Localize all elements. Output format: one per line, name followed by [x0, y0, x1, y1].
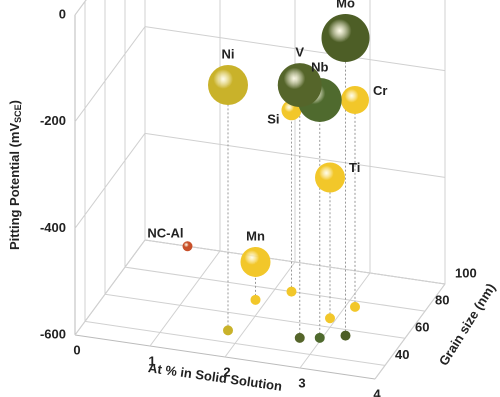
grid-line [299, 272, 371, 369]
z-tick-label: -200 [40, 113, 66, 128]
x-axis-title: At % in Solid Solution [147, 360, 283, 394]
z-tick-label: -400 [40, 220, 66, 235]
grid-line [74, 133, 146, 229]
floor-dot [314, 332, 325, 343]
z-tick-label: -600 [40, 326, 66, 341]
grid-line [124, 266, 426, 312]
grid-line [84, 320, 386, 366]
grid-line [224, 261, 296, 358]
x-tick-label: 1 [148, 353, 155, 368]
y-tick-label: 40 [395, 347, 409, 362]
x-tick-label: 2 [223, 364, 230, 379]
bubble [321, 13, 370, 62]
grid-line [144, 132, 446, 178]
z-tick-label: 0 [59, 6, 66, 21]
bubble [277, 63, 322, 108]
grid-line [144, 26, 446, 72]
bubble-label: Cr [373, 83, 387, 98]
grid-line [374, 283, 446, 380]
bubble [240, 246, 271, 277]
floor-dot [294, 332, 305, 343]
bubble-label: Mn [246, 228, 265, 243]
bubble-label: V [295, 45, 304, 60]
bubble-label: Nb [311, 59, 328, 74]
grid-line [149, 250, 221, 347]
grid-line [74, 26, 146, 122]
z-axis-title-main: Pitting Potential (mV [7, 123, 22, 250]
bubble-label: Ti [349, 160, 360, 175]
z-axis-title-end: ) [7, 100, 22, 104]
z-axis-title-sub: SCE [13, 104, 23, 123]
bubble-label: Ni [222, 46, 235, 61]
bubble [315, 162, 345, 193]
floor-dot [223, 325, 233, 336]
bubble [208, 65, 248, 106]
bubble-label: NC-Al [147, 226, 183, 241]
floor-dot [250, 294, 261, 305]
y-tick-label: 60 [415, 320, 429, 335]
floor-dot [340, 330, 351, 341]
x-tick-label: 3 [298, 375, 305, 390]
grid-line [144, 239, 446, 285]
grid-line [104, 293, 406, 339]
bubble [182, 241, 193, 252]
y-tick-label: 100 [455, 265, 477, 280]
floor-dot [286, 286, 297, 297]
z-axis-title: Pitting Potential (mVSCE) [7, 100, 23, 250]
floor-dot [325, 313, 335, 324]
bubble-label: Si [267, 112, 279, 127]
y-tick-label: 80 [435, 293, 449, 308]
grid-line [74, 239, 146, 336]
x-tick-label: 4 [373, 386, 381, 397]
floor-dot [350, 301, 360, 312]
bubble [341, 85, 369, 114]
x-tick-label: 0 [73, 342, 80, 357]
bubble-label: Mo [336, 0, 355, 10]
